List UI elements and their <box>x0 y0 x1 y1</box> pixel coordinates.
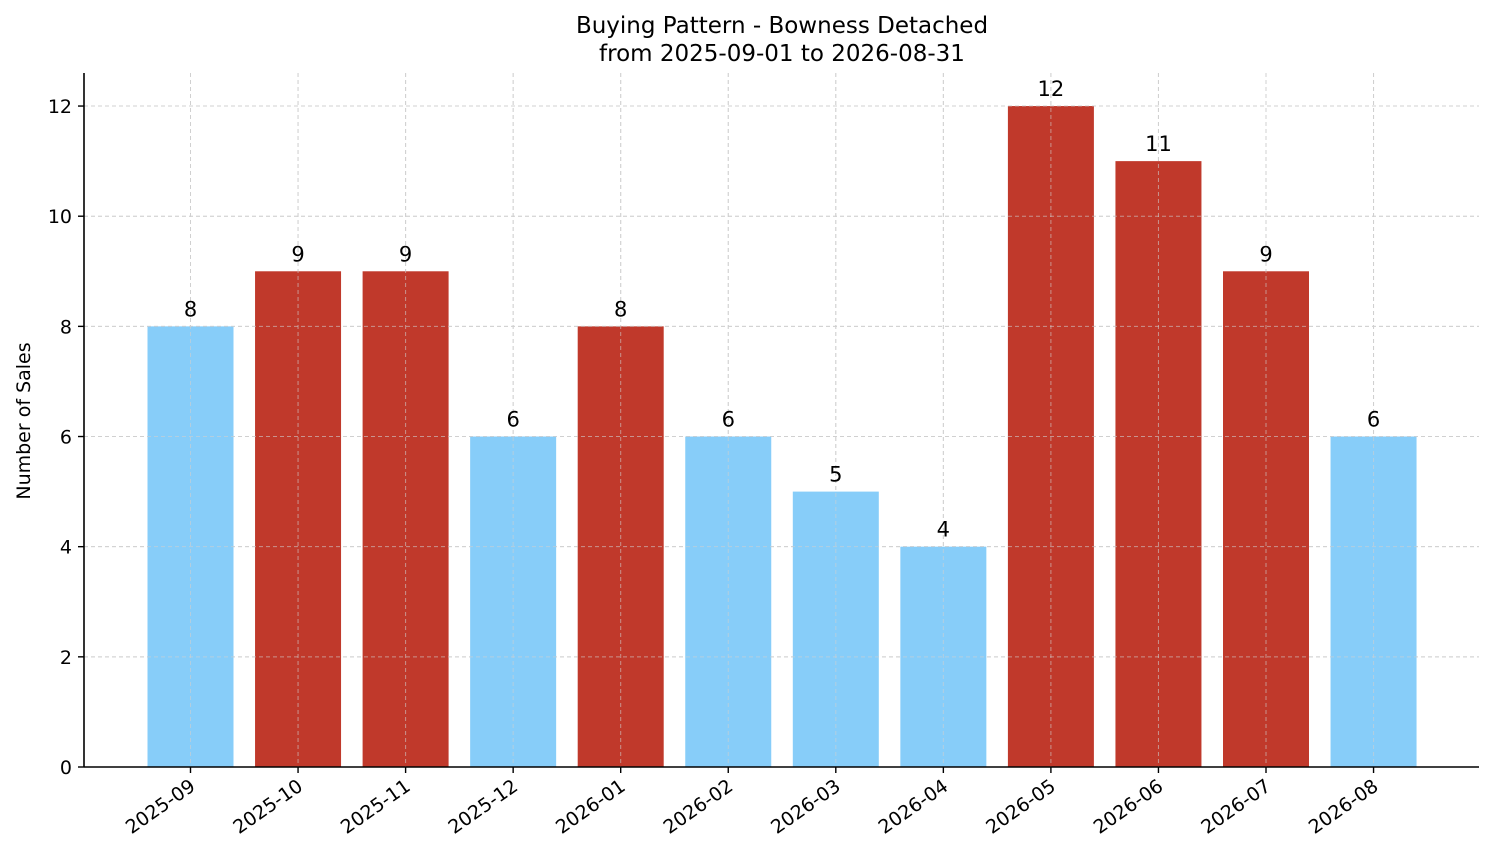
y-tick-label: 4 <box>60 537 72 559</box>
data-label-2026-01: 8 <box>614 297 627 321</box>
data-label-2025-12: 6 <box>506 408 519 432</box>
data-label-2026-06: 11 <box>1145 132 1172 156</box>
y-tick-label: 12 <box>48 96 72 118</box>
y-tick-label: 6 <box>60 427 72 449</box>
x-tick-label: 2026-07 <box>1197 775 1275 839</box>
x-tick-label: 2026-04 <box>875 775 953 839</box>
data-label-2025-10: 9 <box>291 242 304 266</box>
y-tick-label: 10 <box>48 206 72 228</box>
data-label-2025-09: 8 <box>184 297 197 321</box>
data-label-2026-02: 6 <box>722 408 735 432</box>
x-tick-label: 2026-01 <box>552 775 630 839</box>
data-label-2026-04: 4 <box>937 518 950 542</box>
x-tick-label: 2025-12 <box>444 775 522 839</box>
x-tick-label: 2026-02 <box>659 775 737 839</box>
data-label-2026-08: 6 <box>1367 408 1380 432</box>
x-tick-label: 2026-05 <box>982 775 1060 839</box>
data-labels: 8 9 9 6 8 6 5 4 12 11 9 6 <box>184 77 1380 542</box>
chart-subtitle: from 2025-09-01 to 2026-08-31 <box>599 41 965 67</box>
data-label-2025-11: 9 <box>399 242 412 266</box>
x-tick-label: 2025-10 <box>229 775 307 839</box>
x-tick-label: 2025-11 <box>337 775 415 839</box>
grid-overlay <box>84 73 1479 767</box>
x-tick-label: 2025-09 <box>122 775 200 839</box>
y-tick-label: 0 <box>60 757 72 779</box>
x-tick-label: 2026-03 <box>767 775 845 839</box>
data-label-2026-03: 5 <box>829 463 842 487</box>
chart-title: Buying Pattern - Bowness Detached <box>576 13 988 39</box>
data-label-2026-07: 9 <box>1259 242 1272 266</box>
x-tick-label: 2026-08 <box>1305 775 1383 839</box>
y-axis-label: Number of Sales <box>13 342 35 499</box>
data-label-2026-05: 12 <box>1038 77 1065 101</box>
bar-2026-01 <box>577 326 664 767</box>
y-tick-label: 8 <box>60 316 72 338</box>
x-tick-label: 2026-06 <box>1090 775 1168 839</box>
y-tick-label: 2 <box>60 647 72 669</box>
bars <box>84 73 1479 768</box>
